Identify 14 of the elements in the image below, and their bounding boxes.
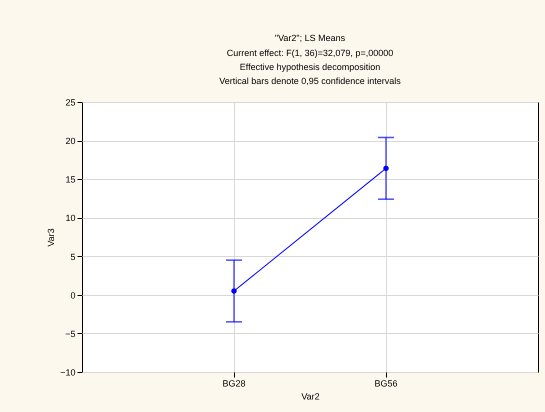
y-tick-label: 5 bbox=[70, 252, 76, 262]
y-tick-label: 25 bbox=[65, 98, 76, 108]
chart-title: "Var2"; LS Means bbox=[274, 33, 346, 43]
y-tick-label: 15 bbox=[65, 174, 76, 185]
y-tick-label: −5 bbox=[65, 328, 76, 339]
y-tick-label: −10 bbox=[60, 368, 76, 378]
y-tick-label: 20 bbox=[65, 136, 76, 146]
y-tick-label: 10 bbox=[65, 213, 76, 224]
x-tick-label: BG56 bbox=[374, 378, 398, 388]
y-axis-title: Var3 bbox=[46, 228, 56, 247]
x-axis-title: Var2 bbox=[301, 392, 320, 402]
y-tick-label: 0 bbox=[70, 290, 76, 300]
chart-subtitle: Current effect: F(1, 36)=32,079, p=,00000 Effective hypothesis decomposition Vertical bars denote 0,95 confidence intervals bbox=[219, 48, 402, 86]
x-tick-label: BG28 bbox=[222, 378, 246, 388]
